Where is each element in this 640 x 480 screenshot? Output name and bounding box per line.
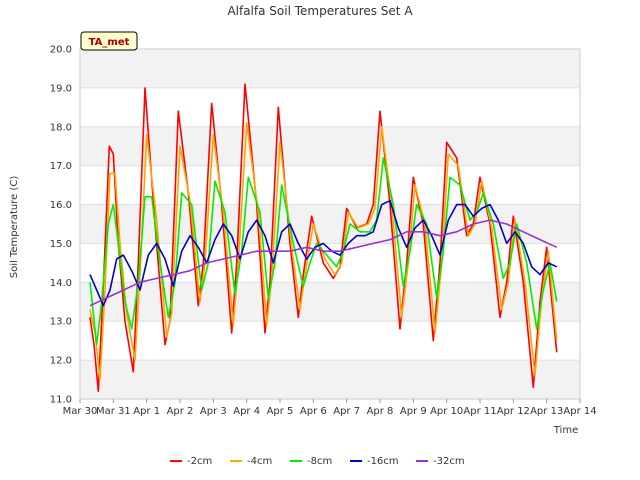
y-tick-label: 17.0 <box>50 161 72 172</box>
series-line-8cm <box>89 157 558 346</box>
x-tick-label: Apr 9 <box>400 406 427 417</box>
x-tick-label: Apr 5 <box>267 406 294 417</box>
x-tick-label: Apr 10 <box>430 406 463 417</box>
legend-item: -4cm <box>230 456 272 467</box>
legend-label: -32cm <box>433 456 465 467</box>
series-line-32cm <box>89 219 558 307</box>
y-axis-label: Soil Temperature (C) <box>9 176 20 279</box>
y-tick-label: 11.0 <box>50 395 72 406</box>
chart-title: Alfalfa Soil Temperatures Set A <box>227 4 413 18</box>
site-badge-box <box>80 31 138 51</box>
series-lines <box>89 83 558 393</box>
x-tick-label: Apr 6 <box>300 406 327 417</box>
series-line-16cm <box>89 199 558 307</box>
y-tick-label: 16.0 <box>50 200 72 211</box>
legend-item: -8cm <box>290 456 332 467</box>
site-badge-text: TA_met <box>89 37 130 48</box>
y-tick-label: 15.0 <box>50 239 72 250</box>
background-band <box>80 204 580 244</box>
legend-label: -16cm <box>367 456 399 467</box>
x-tick-label: Apr 13 <box>530 406 563 417</box>
plot-area <box>79 48 581 400</box>
series-line-4cm <box>89 122 558 381</box>
x-tick-label: Apr 14 <box>563 406 596 417</box>
x-tick-label: Apr 11 <box>463 406 496 417</box>
legend-label: -4cm <box>247 456 272 467</box>
y-tick-label: 19.0 <box>50 83 72 94</box>
legend-item: -16cm <box>350 456 399 467</box>
background-band <box>80 126 580 166</box>
legend-label: -8cm <box>307 456 332 467</box>
x-tick-label: Mar 31 <box>96 406 131 417</box>
x-tick-label: Apr 2 <box>167 406 194 417</box>
y-axis-ticks: 11.0 12.0 13.0 14.0 15.0 16.0 17.0 18.0 19.0 20.0 <box>50 45 72 406</box>
y-tick-label: 18.0 <box>50 122 72 133</box>
y-tick-label: 13.0 <box>50 317 72 328</box>
x-tick-label: Apr 1 <box>133 406 160 417</box>
x-axis-label: Time <box>553 425 578 436</box>
site-badge: TA_met <box>80 31 138 51</box>
x-tick-label: Apr 4 <box>233 406 260 417</box>
y-tick-label: 20.0 <box>50 45 72 56</box>
y-tick-label: 14.0 <box>50 278 72 289</box>
x-tick-label: Apr 7 <box>333 406 360 417</box>
background-band <box>80 49 580 88</box>
x-tick-label: Apr 3 <box>200 406 227 417</box>
legend-item: -2cm <box>170 456 212 467</box>
legend: -2cm -4cm -8cm -16cm -32cm <box>170 456 465 467</box>
y-tick-label: 12.0 <box>50 356 72 367</box>
x-tick-label: Mar 30 <box>63 406 98 417</box>
legend-label: -2cm <box>187 456 212 467</box>
x-tick-label: Apr 8 <box>367 406 394 417</box>
background-band <box>80 360 580 399</box>
x-tick-label: Apr 12 <box>497 406 530 417</box>
legend-item: -32cm <box>416 456 465 467</box>
